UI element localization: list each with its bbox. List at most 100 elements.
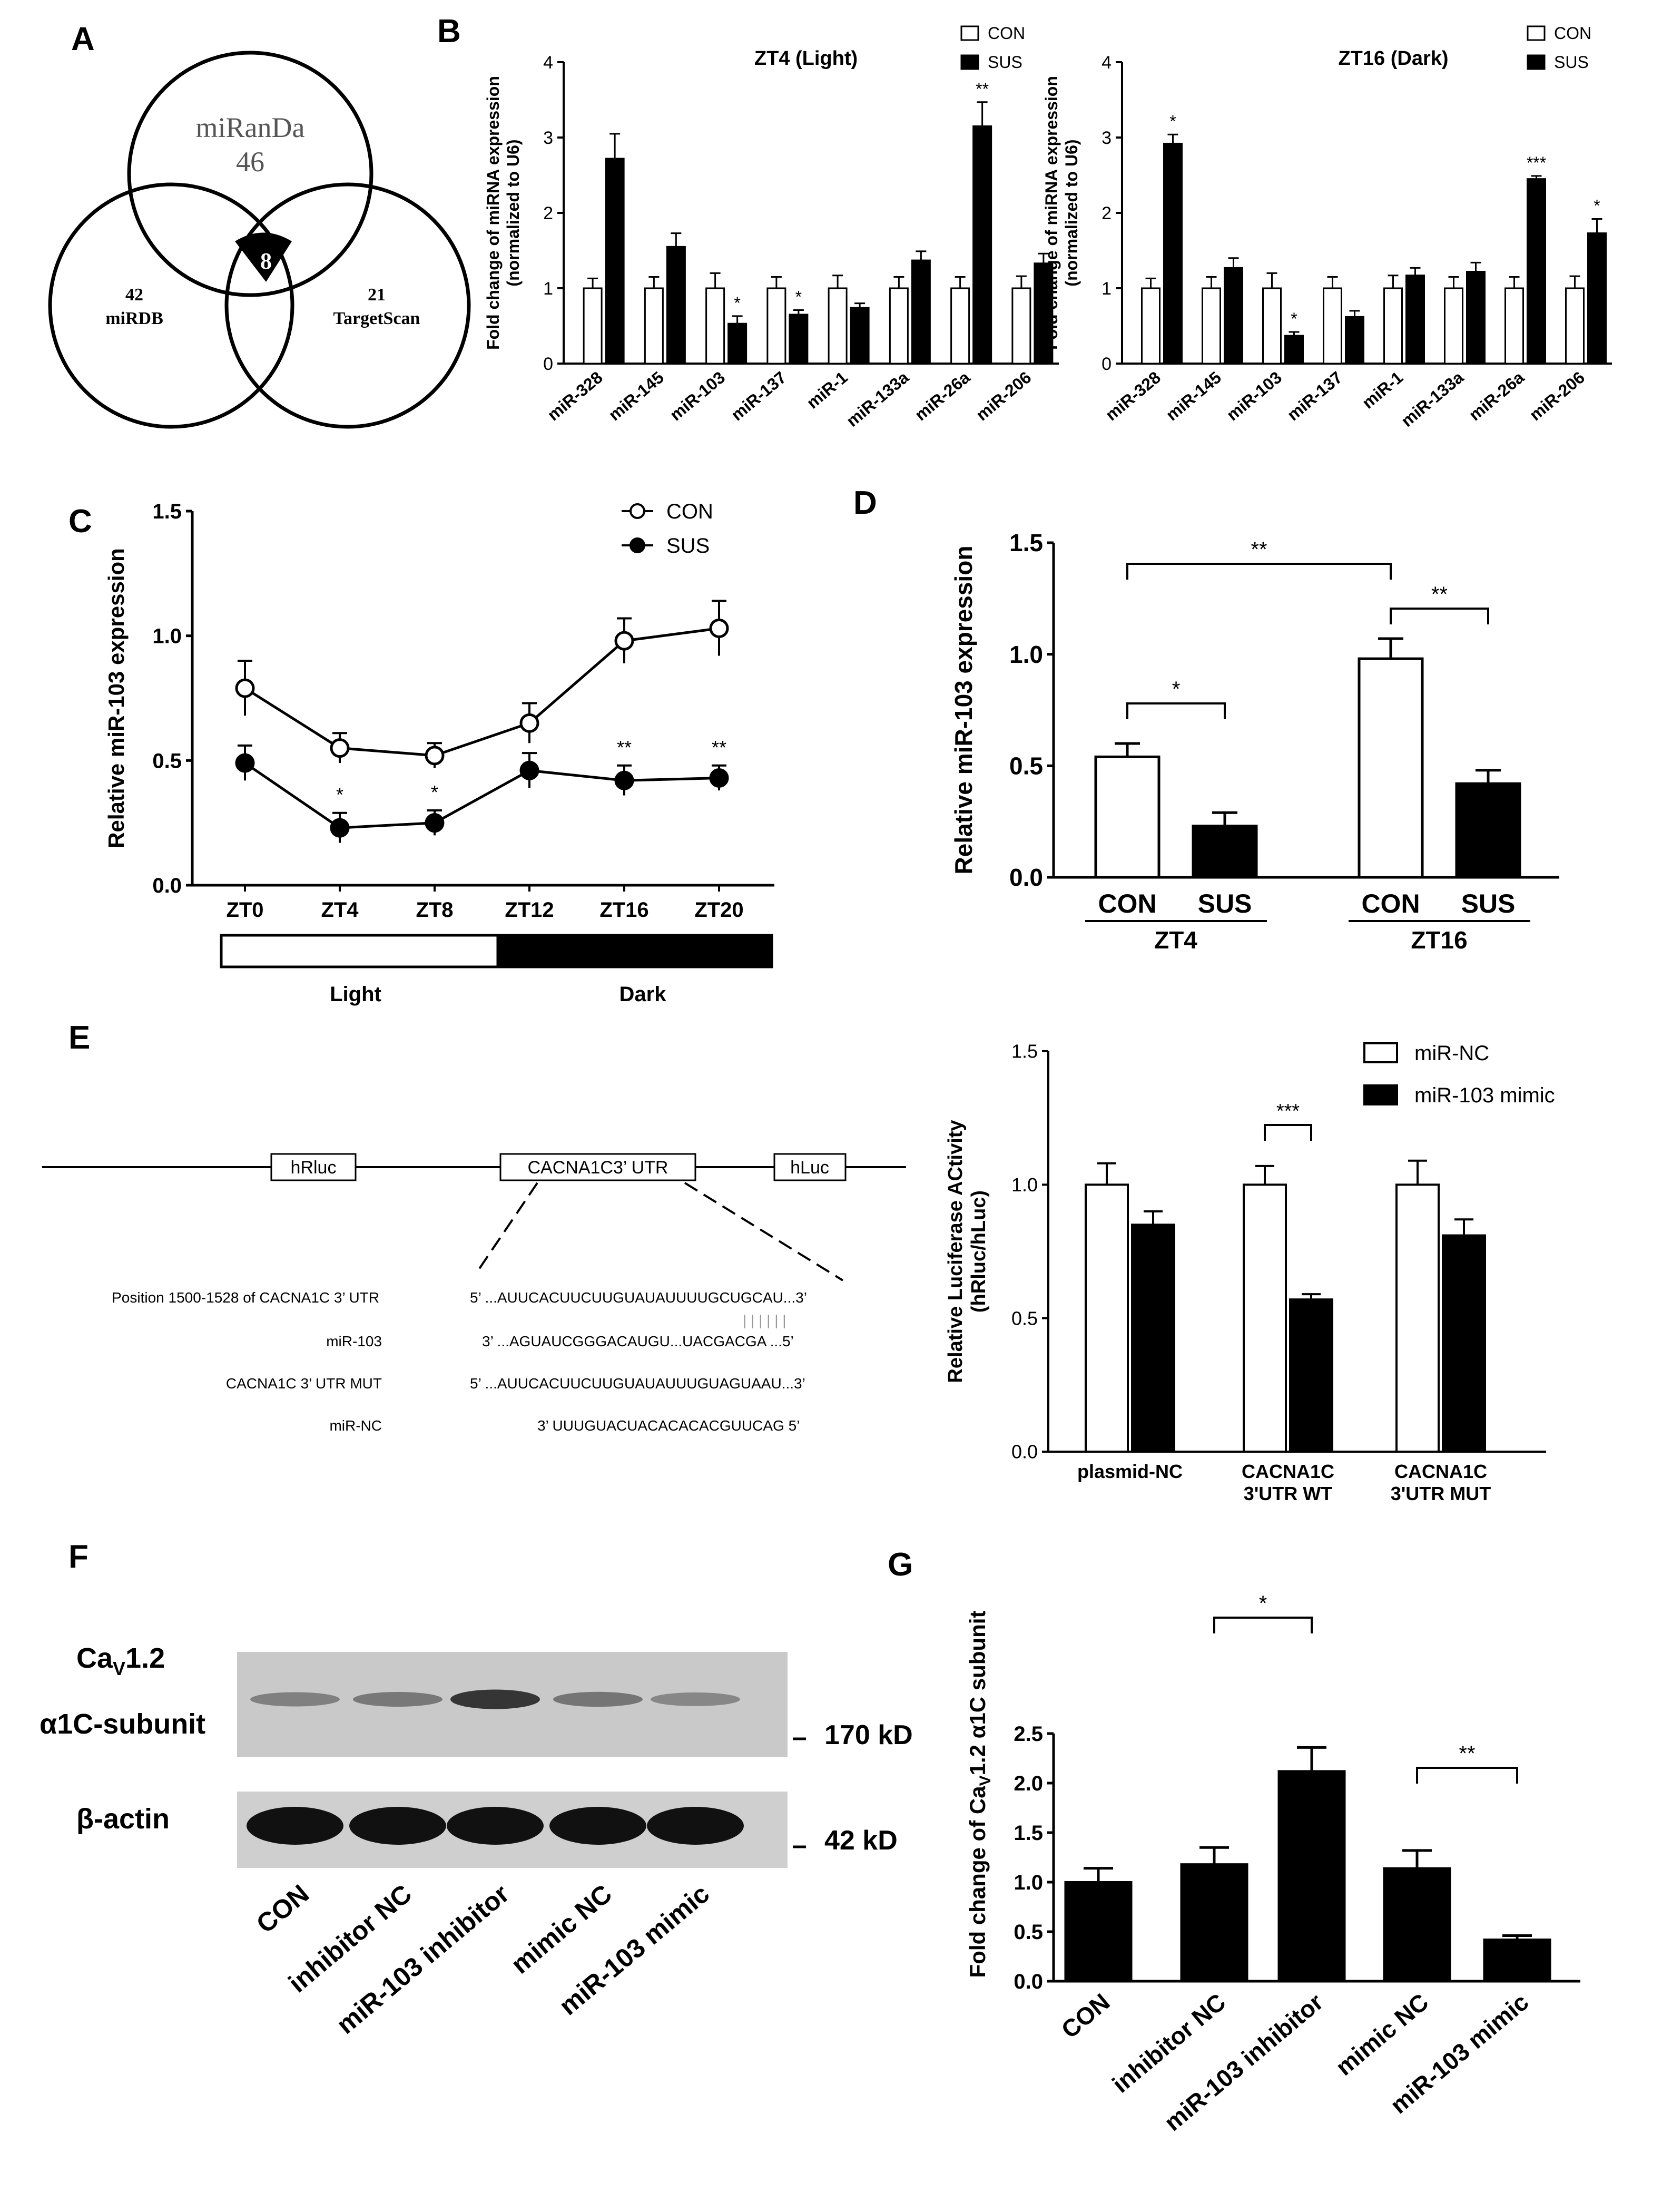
blot-control-label: β-actin (76, 1803, 170, 1835)
x-tick-label: miR-103 (1223, 368, 1285, 425)
venn-center-region (235, 232, 292, 282)
point-con (709, 618, 729, 638)
point-sus (519, 760, 539, 780)
y-axis-title: Relative miR-103 expression (104, 548, 129, 848)
y-tick-label: 0 (1102, 354, 1112, 374)
zoom-line-left (476, 1182, 538, 1274)
y-tick-label: 1 (1102, 279, 1112, 299)
chart-title: ZT4 (Light) (754, 47, 858, 70)
panel-label-b: B (437, 13, 461, 50)
hluc-label: hLuc (790, 1158, 829, 1178)
bar-con (1262, 287, 1282, 365)
bar-con (1094, 755, 1161, 879)
hluc-box (773, 1153, 847, 1181)
bar-sus (1284, 335, 1304, 365)
bar-con (1323, 287, 1342, 365)
y-tick-label: 0.5 (152, 749, 182, 772)
bar-con (1504, 287, 1524, 365)
bar-nc (1395, 1183, 1440, 1453)
chart-b1: 0 1 2 3 4 ZT4 (Light) Fold change of miRNA exp… (484, 24, 1059, 430)
bar-sus (1527, 178, 1546, 365)
bar-sus (605, 158, 625, 365)
bar-sus (1163, 142, 1183, 365)
venn-left-count: 42 (125, 285, 143, 305)
actin-band (447, 1807, 544, 1845)
y-axis-title-line2: (normalized to U6) (504, 139, 523, 286)
bar-sus (911, 259, 931, 365)
legend-label: CON (988, 24, 1025, 43)
significance-marker: * (1594, 196, 1600, 215)
point-sus (614, 770, 634, 790)
bar-con (644, 287, 664, 365)
y-tick-label: 1.0 (152, 625, 182, 648)
significance-marker: * (1259, 1592, 1267, 1615)
light-phase-bar (220, 934, 499, 968)
legend-swatch (960, 54, 979, 70)
y-tick-label: 1.0 (1011, 1174, 1038, 1196)
y-axis-title: Relative miR-103 expression (950, 546, 977, 875)
x-tick-label: miR-26a (911, 368, 974, 425)
significance-marker: * (1172, 678, 1181, 701)
y-tick-label: 0.5 (1011, 1307, 1038, 1329)
bar-sus (789, 314, 809, 365)
target-band (553, 1691, 643, 1707)
target-band (651, 1692, 740, 1706)
group-label: ZT16 (1411, 926, 1467, 954)
x-tick-label: CON (1361, 889, 1420, 918)
point-sus (235, 753, 255, 773)
x-tick-label: CACNA1C (1394, 1461, 1487, 1482)
venn-circle-mirdb (48, 182, 294, 429)
y-axis-title: Fold change of miRNA expression (1042, 76, 1061, 350)
x-tick-label: miR-137 (1283, 368, 1346, 425)
actin-band (647, 1807, 744, 1845)
bar-sus (1345, 316, 1364, 365)
bar-con (1011, 287, 1031, 365)
significance-marker: * (734, 293, 740, 312)
y-axis-title: Relative Luciferase ACtivity (945, 1120, 967, 1383)
x-tick-label: SUS (1461, 889, 1516, 918)
series-line-sus (244, 762, 720, 829)
venn-right-count: 21 (368, 285, 386, 305)
y-tick-label: 0.0 (1009, 864, 1043, 891)
seq-label-1: Position 1500-1528 of CACNA1C 3’ UTR (112, 1289, 379, 1306)
legend-label: CON (666, 500, 713, 523)
y-tick-label: 4 (543, 53, 553, 73)
point-con (519, 713, 539, 733)
venn-top-name: miRanDa (196, 112, 305, 143)
panel-label-d: D (853, 485, 877, 521)
y-axis-title-line2: (hRluc/hLuc) (968, 1190, 990, 1313)
zoom-line-right (684, 1182, 844, 1281)
chart-c: 0.0 0.5 1.0 1.5 Relative miR-103 expression Z… (104, 500, 774, 1006)
bar (1064, 1881, 1133, 1982)
y-tick-label: 0.5 (1014, 1921, 1043, 1944)
y-tick-label: 2.0 (1014, 1772, 1043, 1795)
x-tick-label: miR-26a (1465, 368, 1528, 425)
target-band (450, 1689, 540, 1709)
x-tick-label: SUS (1198, 889, 1252, 918)
x-tick-label: miR-1 (1359, 368, 1407, 413)
bar (1483, 1939, 1551, 1983)
x-tick-label: miR-145 (1162, 368, 1225, 425)
significance-marker: * (795, 287, 802, 306)
dark-phase-label: Dark (619, 983, 667, 1006)
x-tick-label: miR-133a (843, 368, 912, 430)
y-tick-label: 2 (543, 203, 553, 223)
x-tick-label: CACNA1C (1242, 1461, 1334, 1482)
bar-con (705, 287, 725, 365)
panel-label-c: C (68, 503, 92, 540)
point-sus (425, 813, 445, 833)
hrluc-label: hRluc (291, 1158, 337, 1178)
bar-sus (666, 246, 686, 365)
bar-con (828, 287, 848, 365)
y-tick-label: 3 (543, 128, 553, 148)
light-phase-label: Light (330, 983, 381, 1006)
seq-label-3: CACNA1C 3’ UTR MUT (226, 1375, 382, 1392)
significance-bracket (1264, 1124, 1312, 1141)
venn-center-count: 8 (260, 248, 272, 274)
x-tick-label: ZT0 (226, 898, 263, 922)
point-con (235, 678, 255, 698)
seq-label-4: miR-NC (329, 1417, 382, 1434)
legend-swatch (1363, 1084, 1398, 1105)
legend-swatch (1527, 54, 1546, 70)
